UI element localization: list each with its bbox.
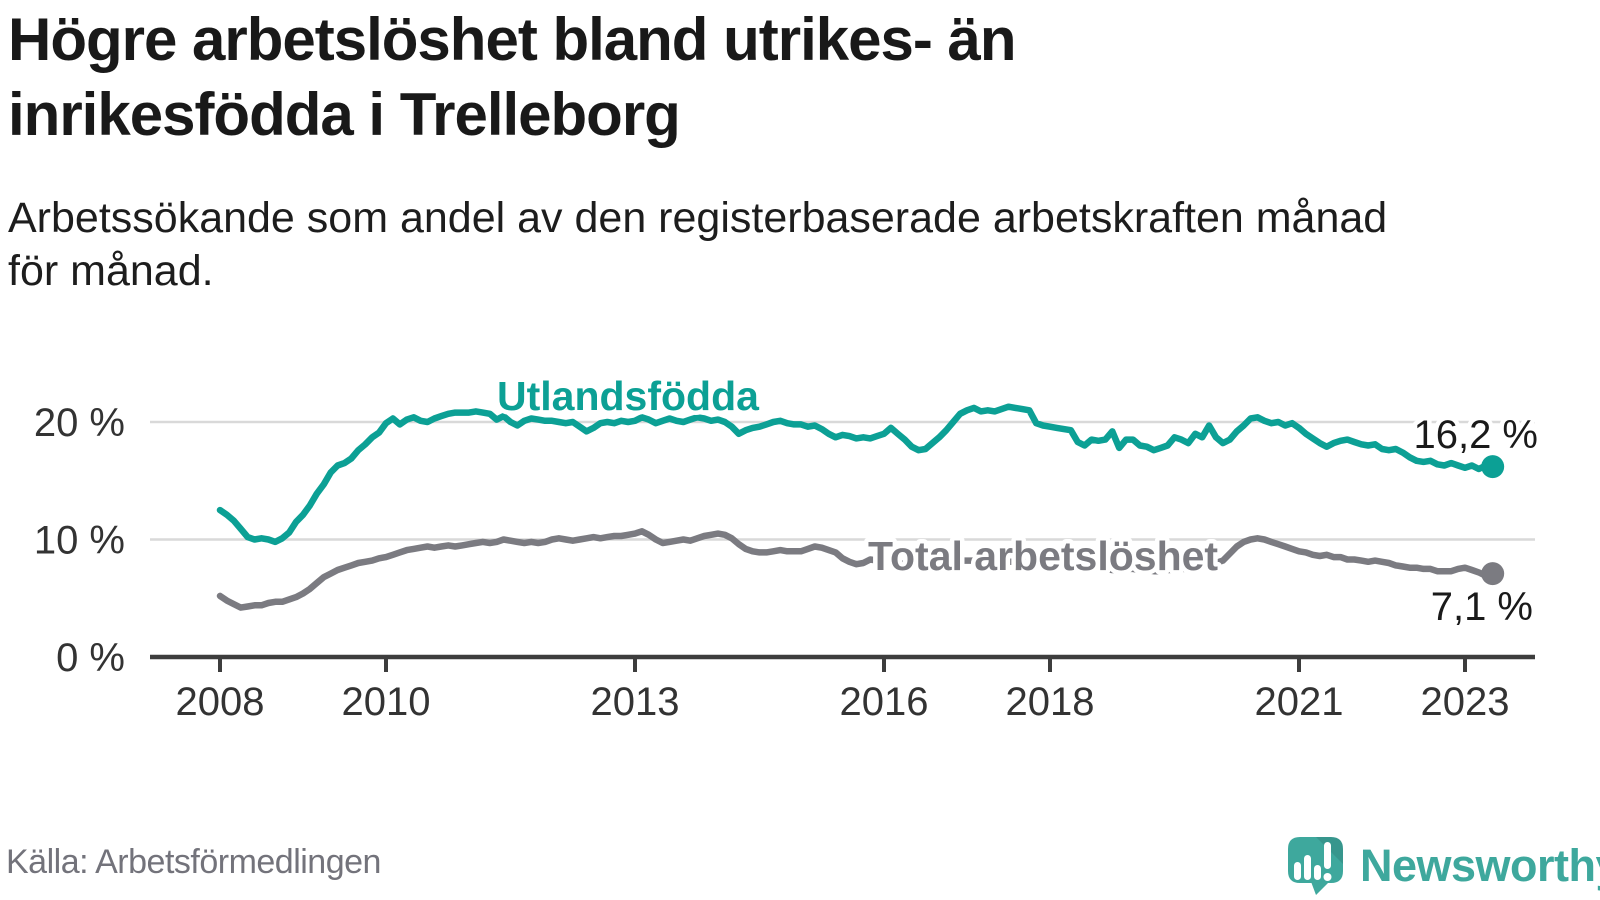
- source-note: Källa: Arbetsförmedlingen: [6, 843, 381, 881]
- x-tick-label-2023: 2023: [1421, 680, 1510, 724]
- end-value-label-total-arbetsl-shet: 7,1 %: [1431, 585, 1533, 629]
- y-tick-label-10: 10 %: [34, 519, 125, 563]
- y-tick-label-20: 20 %: [34, 401, 125, 445]
- x-tick-label-2016: 2016: [840, 680, 929, 724]
- x-tick-label-2010: 2010: [342, 680, 431, 724]
- series-label-utlandsf-dda: Utlandsfödda: [497, 373, 760, 419]
- chart-title-line1: Högre arbetslöshet bland utrikes- än: [8, 6, 1017, 73]
- newsworthy-wordmark: Newsworthy: [1360, 840, 1600, 891]
- newsworthy-logo: Newsworthy: [1288, 837, 1600, 895]
- x-tick-label-2018: 2018: [1006, 680, 1095, 724]
- series-line-utlandsf-dda: [216, 403, 1496, 546]
- chart-subtitle-line2: för månad.: [8, 247, 214, 295]
- series-line-total-arbetsl-shet: [216, 528, 1496, 611]
- y-tick-label-0: 0 %: [56, 636, 125, 680]
- chart-subtitle: Arbetssökande som andel av den registerb…: [8, 192, 1387, 298]
- x-tick-label-2021: 2021: [1255, 680, 1344, 724]
- chart-title: Högre arbetslöshet bland utrikes- än inri…: [8, 2, 1017, 152]
- series-end-dot-utlandsf-dda: [1481, 455, 1505, 479]
- chart-subtitle-line1: Arbetssökande som andel av den registerb…: [8, 194, 1388, 242]
- chart-title-line2: inrikesfödda i Trelleborg: [8, 81, 681, 148]
- newsworthy-icon: [1288, 837, 1343, 895]
- series-label-total-arbetsl-shet: Total arbetslöshet: [868, 533, 1218, 579]
- end-value-label-utlandsf-dda: 16,2 %: [1413, 413, 1538, 457]
- x-tick-label-2013: 2013: [591, 680, 680, 724]
- series-end-dot-total-arbetsl-shet: [1481, 562, 1505, 586]
- x-tick-label-2008: 2008: [176, 680, 265, 724]
